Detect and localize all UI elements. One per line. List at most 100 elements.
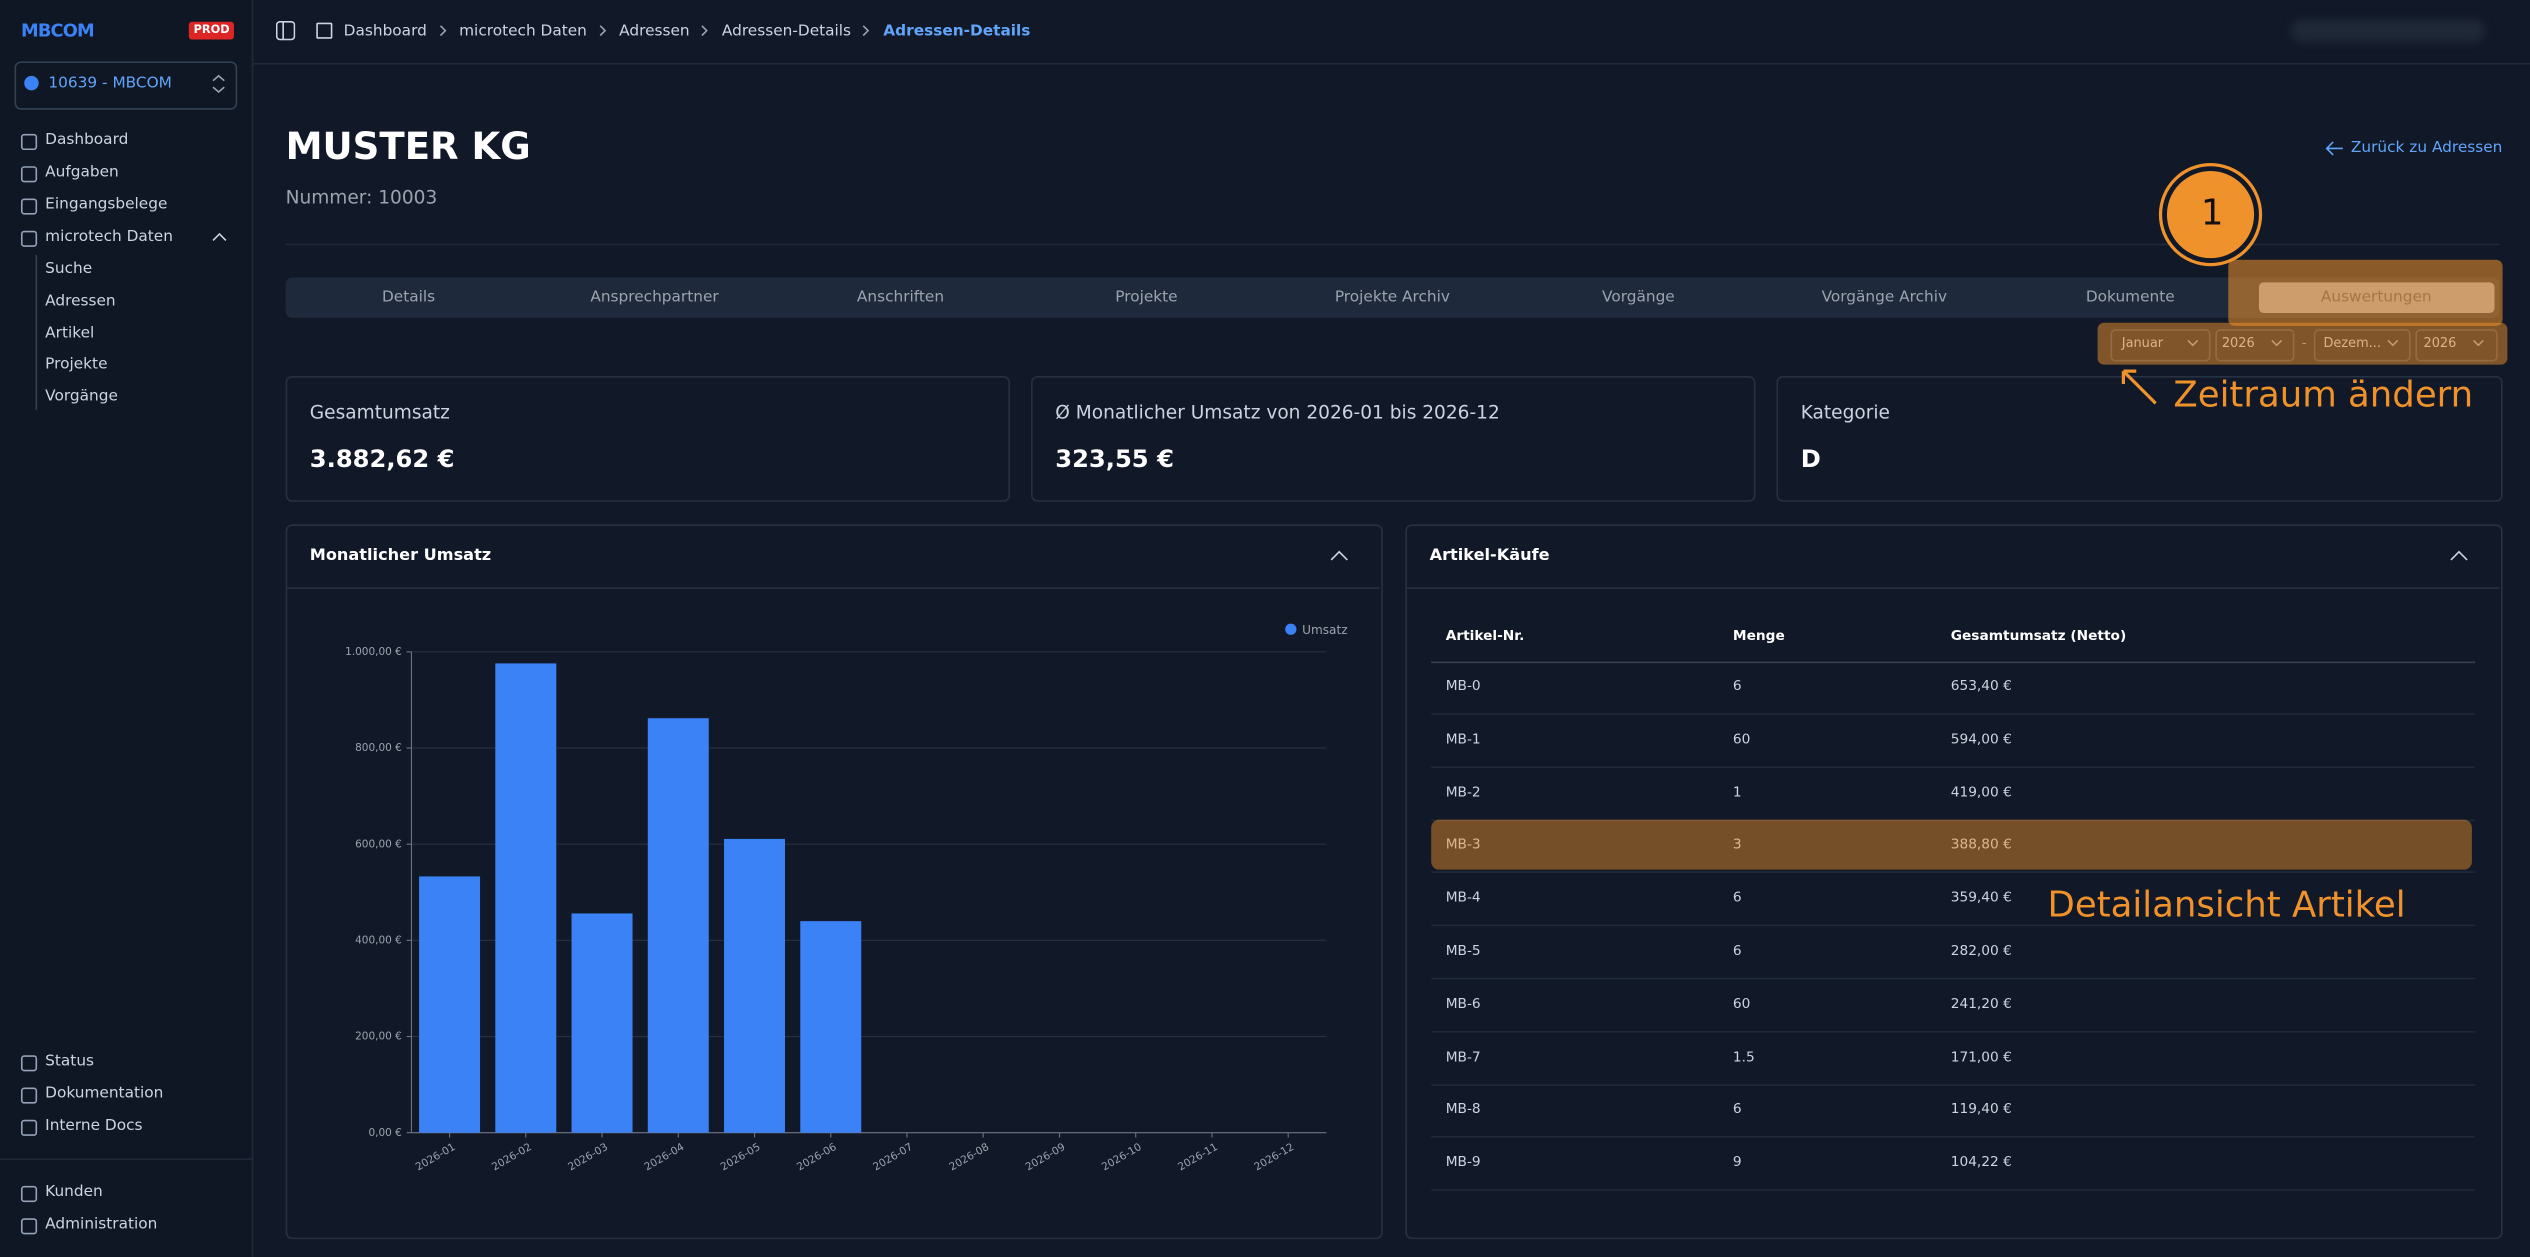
tab[interactable]: Dokumente: [2085, 288, 2175, 307]
table-cell[interactable]: MB-8: [1445, 1102, 1481, 1119]
back-link[interactable]: Zurück zu Adressen: [2350, 139, 2503, 157]
bar: [724, 838, 786, 1133]
table-cell: 653,40 €: [1950, 678, 2012, 696]
collapse-icon[interactable]: [1330, 549, 1349, 562]
nav-icon: [20, 198, 38, 215]
table-cell: 1.5: [1732, 1049, 1755, 1066]
hint-arrow: [2121, 369, 2157, 405]
org-dot: [24, 75, 39, 91]
subnav-item[interactable]: Projekte: [45, 356, 108, 374]
subnav-item[interactable]: Adressen: [45, 292, 116, 310]
row-divider: [1431, 819, 2476, 821]
x-tick-label: 2026-12: [1252, 1141, 1296, 1173]
table-cell: 3: [1732, 837, 1742, 854]
card-divider: [287, 587, 1380, 589]
x-tick-label: 2026-11: [1176, 1141, 1220, 1173]
column-header: Gesamtumsatz (Netto): [1950, 628, 2127, 646]
stat-label: Ø Monatlicher Umsatz von 2026-01 bis 202…: [1055, 400, 1500, 424]
table-cell: 9: [1732, 1155, 1742, 1172]
article-table: Artikel-Nr. Menge Gesamtumsatz (Netto) MB-0…: [1407, 526, 2501, 1238]
collapse-icon[interactable]: [2449, 549, 2468, 562]
table-cell[interactable]: MB-9: [1445, 1155, 1481, 1172]
subnav-item[interactable]: Artikel: [45, 324, 95, 342]
table-cell[interactable]: MB-5: [1445, 943, 1481, 960]
table-card: Artikel-Nr. Menge Gesamtumsatz (Netto) MB-0…: [1405, 524, 2503, 1240]
row-divider: [1431, 1083, 2476, 1086]
x-tick-label: 2026-06: [795, 1141, 839, 1173]
y-tick-label: 1.000,00 €: [345, 646, 402, 658]
table-cell: 419,00 €: [1950, 784, 2012, 801]
tab[interactable]: Projekte Archiv: [1334, 288, 1450, 307]
table-cell[interactable]: MB-6: [1445, 996, 1481, 1013]
tab[interactable]: Vorgänge: [1602, 288, 1675, 307]
user-menu[interactable]: [2291, 19, 2485, 42]
tab[interactable]: Vorgänge Archiv: [1821, 288, 1948, 307]
table-cell: 60: [1732, 996, 1751, 1013]
table-cell: 6: [1732, 678, 1742, 696]
row-highlight: [1431, 819, 2472, 870]
table-cell: 241,20 €: [1950, 996, 2012, 1013]
table-cell[interactable]: MB-0: [1445, 678, 1481, 696]
org-name[interactable]: 10639 - MBCOM: [48, 74, 172, 93]
crumb[interactable]: Adressen-Details: [721, 21, 852, 40]
table-cell[interactable]: MB-2: [1445, 784, 1481, 801]
row-divider: [1431, 1030, 2476, 1033]
stat-value: D: [1800, 444, 1821, 474]
table-cell[interactable]: MB-1: [1445, 731, 1481, 748]
stat-card: [1776, 375, 2503, 502]
tab[interactable]: Anschriften: [856, 288, 945, 307]
card-divider: [1406, 587, 2500, 589]
stat-card: [1031, 375, 1756, 502]
x-tick-label: 2026-08: [947, 1141, 991, 1173]
crumb[interactable]: Dashboard: [343, 21, 427, 40]
table-cell: 359,40 €: [1950, 890, 2012, 907]
logo[interactable]: MBCOM: [20, 20, 95, 42]
table-cell: 594,00 €: [1950, 731, 2012, 748]
bar: [647, 718, 709, 1133]
nav-icon: [20, 1218, 38, 1235]
y-tick-label: 600,00 €: [355, 838, 402, 850]
nav-item[interactable]: microtech Daten: [45, 227, 173, 246]
y-tick-label: 400,00 €: [355, 935, 402, 947]
table-cell[interactable]: MB-7: [1445, 1049, 1481, 1066]
stat-label: Gesamtumsatz: [309, 400, 450, 424]
nav-item[interactable]: Administration: [45, 1215, 158, 1234]
org-selector[interactable]: [14, 61, 238, 110]
subnav-item[interactable]: Suche: [45, 260, 93, 278]
subnav-item[interactable]: Vorgänge: [45, 387, 118, 406]
row-divider: [1431, 924, 2476, 927]
collapse-icon: [212, 232, 227, 241]
crumb-icon: [316, 22, 333, 39]
table-cell[interactable]: MB-4: [1445, 890, 1481, 907]
table-cell[interactable]: MB-3: [1445, 837, 1481, 854]
table-cell: 104,22 €: [1950, 1155, 2012, 1172]
tab[interactable]: Projekte: [1115, 288, 1178, 307]
nav-icon: [20, 1087, 38, 1104]
nav-icon: [20, 166, 38, 183]
x-tick-label: 2026-05: [719, 1141, 763, 1173]
tab[interactable]: Details: [382, 288, 436, 307]
bar: [800, 921, 862, 1133]
crumb[interactable]: Adressen: [619, 21, 690, 40]
nav-item[interactable]: Dashboard: [45, 131, 129, 149]
table-cell: 1: [1732, 784, 1742, 801]
crumb[interactable]: microtech Daten: [459, 21, 587, 40]
nav-item[interactable]: Aufgaben: [45, 163, 119, 182]
x-tick-label: 2026-10: [1100, 1141, 1144, 1173]
sidebar: MBCOM PROD 10639 - MBCOM: [0, 0, 254, 1257]
x-tick-label: 2026-09: [1024, 1141, 1068, 1173]
column-header: Artikel-Nr.: [1445, 628, 1525, 646]
footer-link[interactable]: Status: [45, 1052, 95, 1071]
page-title: MUSTER KG: [285, 126, 531, 169]
sidebar-toggle[interactable]: [275, 20, 296, 41]
footer-link[interactable]: Interne Docs: [45, 1116, 143, 1135]
step-number: 1: [2200, 193, 2224, 234]
crumb-separator: [701, 25, 709, 37]
crumb-separator: [439, 25, 446, 37]
nav-item[interactable]: Eingangsbelege: [45, 195, 168, 214]
crumb: Adressen-Details: [883, 21, 1031, 40]
nav-icon: [20, 133, 38, 151]
nav-item[interactable]: Kunden: [45, 1183, 103, 1201]
tab[interactable]: Ansprechpartner: [590, 288, 719, 307]
footer-link[interactable]: Dokumentation: [45, 1084, 164, 1103]
